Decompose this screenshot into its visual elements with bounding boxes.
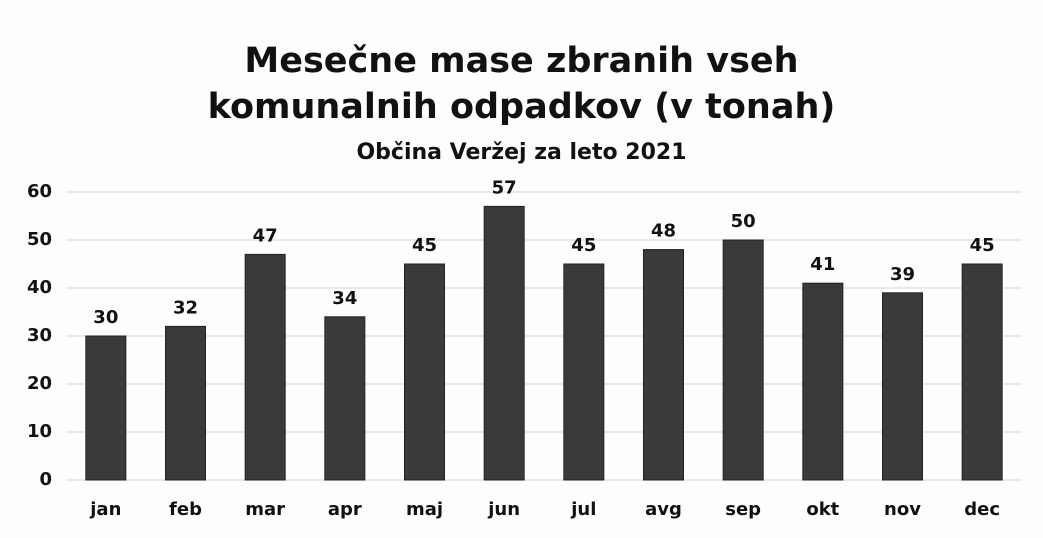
x-tick-label: dec bbox=[964, 499, 1000, 520]
bar bbox=[483, 205, 525, 481]
x-tick-label: jan bbox=[89, 499, 121, 520]
bar bbox=[722, 239, 764, 481]
bar bbox=[165, 325, 206, 481]
bar bbox=[802, 282, 844, 481]
value-label: 45 bbox=[571, 235, 596, 256]
chart-subtitle: Občina Veržej za leto 2021 bbox=[356, 140, 687, 165]
x-tick-label: feb bbox=[169, 499, 202, 520]
bar bbox=[404, 263, 445, 481]
value-label: 45 bbox=[412, 235, 437, 256]
value-label: 39 bbox=[890, 264, 915, 285]
value-label: 41 bbox=[810, 254, 835, 275]
x-tick-label: okt bbox=[806, 499, 839, 520]
value-label: 48 bbox=[651, 221, 676, 242]
value-label: 47 bbox=[253, 225, 278, 246]
value-label: 30 bbox=[93, 307, 118, 328]
x-tick-label: apr bbox=[328, 499, 362, 520]
value-label: 32 bbox=[173, 297, 198, 318]
y-tick-label: 20 bbox=[27, 373, 52, 394]
chart-title-box: Mesečne mase zbranih vseh komunalnih odp… bbox=[0, 38, 1043, 130]
bar bbox=[244, 253, 286, 481]
bar bbox=[85, 335, 127, 481]
x-tick-label: maj bbox=[406, 499, 443, 520]
y-tick-label: 50 bbox=[27, 229, 52, 250]
bar bbox=[643, 249, 684, 481]
chart-title: Mesečne mase zbranih vseh komunalnih odp… bbox=[207, 41, 836, 127]
x-tick-label: sep bbox=[725, 499, 761, 520]
bar bbox=[882, 292, 923, 481]
value-label: 45 bbox=[970, 235, 995, 256]
x-tick-label: jun bbox=[487, 499, 520, 520]
y-tick-label: 10 bbox=[27, 421, 52, 442]
value-label: 57 bbox=[492, 177, 517, 198]
value-label: 50 bbox=[731, 211, 756, 232]
x-tick-label: nov bbox=[884, 499, 921, 520]
x-tick-label: avg bbox=[645, 499, 682, 520]
x-tick-label: mar bbox=[245, 499, 285, 520]
y-tick-label: 0 bbox=[39, 469, 52, 490]
y-tick-label: 40 bbox=[27, 277, 52, 298]
y-tick-label: 60 bbox=[27, 181, 52, 202]
bar bbox=[324, 316, 366, 481]
y-tick-label: 30 bbox=[27, 325, 52, 346]
value-label: 34 bbox=[332, 288, 357, 309]
bar bbox=[961, 263, 1003, 481]
x-tick-label: jul bbox=[570, 499, 596, 520]
bar bbox=[563, 263, 605, 481]
